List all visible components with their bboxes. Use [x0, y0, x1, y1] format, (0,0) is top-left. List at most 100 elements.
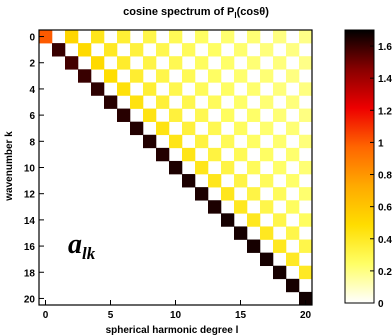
heatmap-cell — [208, 43, 222, 57]
heatmap-cell — [182, 147, 196, 162]
heatmap-cell — [286, 147, 300, 162]
x-tick-label: 0 — [43, 310, 49, 321]
heatmap-cell — [143, 30, 157, 44]
x-axis: 0 5 10 15 20 — [43, 300, 312, 321]
heatmap-cell — [221, 82, 235, 96]
heatmap-cell — [247, 30, 261, 44]
heatmap-cell — [195, 30, 209, 44]
heatmap-cell — [247, 239, 261, 253]
heatmap-cell — [273, 265, 287, 280]
heatmap-cell — [195, 82, 209, 96]
colorbar-tick-label: 0.8 — [378, 171, 392, 182]
y-tick-label: 20 — [24, 294, 36, 305]
heatmap-cell — [260, 174, 274, 188]
heatmap-cell — [260, 43, 274, 57]
heatmap-cell — [286, 121, 300, 136]
heatmap-cell — [104, 95, 118, 109]
heatmap-cell — [286, 226, 300, 240]
heatmap-cell — [286, 95, 300, 109]
heatmap-cell — [299, 265, 313, 280]
heatmap-cell — [182, 95, 196, 109]
heatmap-cell — [130, 69, 144, 83]
heatmap-cell — [91, 30, 105, 44]
heatmap-cell — [169, 30, 183, 44]
heatmap-cell — [104, 69, 118, 83]
colorbar-ticks: 0 0.2 0.4 0.6 0.8 1 1.2 1.4 1.6 — [370, 42, 392, 310]
heatmap-cell — [195, 160, 209, 175]
heatmap-cell — [247, 108, 261, 122]
heatmap-cell — [273, 56, 287, 70]
heatmap-cell — [234, 226, 248, 240]
heatmap-cell — [234, 69, 248, 83]
colorbar-tick-label: 1.6 — [378, 42, 392, 53]
heatmap-cell — [247, 56, 261, 70]
y-tick-label: 18 — [24, 268, 36, 279]
heatmap-cell — [195, 108, 209, 122]
heatmap-cell — [208, 69, 222, 83]
y-tick-label: 16 — [24, 242, 36, 253]
heatmap-cell — [182, 69, 196, 83]
heatmap-cell — [260, 226, 274, 240]
heatmap-cell — [143, 134, 157, 149]
heatmap-cell — [221, 187, 235, 201]
heatmap-cell — [273, 134, 287, 149]
heatmap-cell — [221, 134, 235, 149]
heatmap-plot — [39, 30, 313, 306]
x-tick-label: 20 — [300, 310, 312, 321]
heatmap-cell — [78, 43, 92, 57]
colorbar-tick-label: 1 — [378, 138, 384, 149]
heatmap-cell — [299, 56, 313, 70]
heatmap-cell — [286, 252, 300, 267]
heatmap-cell — [78, 69, 92, 83]
chart-title: cosine spectrum of Pl(cosθ) — [123, 6, 269, 20]
heatmap-cell — [182, 121, 196, 136]
heatmap-cell — [156, 95, 170, 109]
heatmap-cell — [286, 43, 300, 57]
heatmap-cell — [195, 187, 209, 201]
heatmap-cell — [260, 200, 274, 214]
heatmap-cell — [169, 56, 183, 70]
heatmap-cell — [286, 174, 300, 188]
heatmap-cell — [273, 213, 287, 227]
y-tick-label: 4 — [29, 85, 35, 96]
x-tick-label: 5 — [108, 310, 114, 321]
heatmap-cell — [169, 160, 183, 175]
heatmap-cell — [234, 174, 248, 188]
heatmap-cell — [299, 291, 313, 306]
heatmap-cell — [182, 174, 196, 188]
heatmap-cell — [286, 278, 300, 293]
heatmap-cell — [234, 147, 248, 162]
heatmap-cell — [130, 95, 144, 109]
heatmap-cell — [260, 95, 274, 109]
x-tick-label: 10 — [170, 310, 182, 321]
y-tick-label: 10 — [24, 164, 36, 175]
colorbar — [344, 29, 375, 304]
heatmap-cell — [104, 43, 118, 57]
heatmap-cell — [260, 69, 274, 83]
heatmap-cell — [234, 95, 248, 109]
heatmap-cell — [169, 82, 183, 96]
heatmap-cell — [247, 134, 261, 149]
heatmap-cell — [156, 43, 170, 57]
annotation-a-lk: alk — [68, 229, 96, 263]
heatmap-cell — [260, 147, 274, 162]
heatmap-cell — [286, 200, 300, 214]
heatmap-cell — [91, 82, 105, 96]
heatmap-cell — [260, 121, 274, 136]
heatmap-cell — [273, 160, 287, 175]
colorbar-tick-label: 1.2 — [378, 106, 392, 117]
heatmap-cell — [91, 56, 105, 70]
colorbar-tick-label: 1.4 — [378, 74, 392, 85]
heatmap-cell — [221, 108, 235, 122]
heatmap-cell — [299, 30, 313, 44]
heatmap-cell — [208, 174, 222, 188]
heatmap-cell — [52, 43, 66, 57]
heatmap-cell — [195, 56, 209, 70]
heatmap-cell — [65, 30, 79, 44]
heatmap-cell — [221, 30, 235, 44]
heatmap-cell — [273, 187, 287, 201]
x-axis-label: spherical harmonic degree l — [106, 325, 239, 336]
heatmap-cell — [143, 82, 157, 96]
heatmap-cell — [169, 108, 183, 122]
